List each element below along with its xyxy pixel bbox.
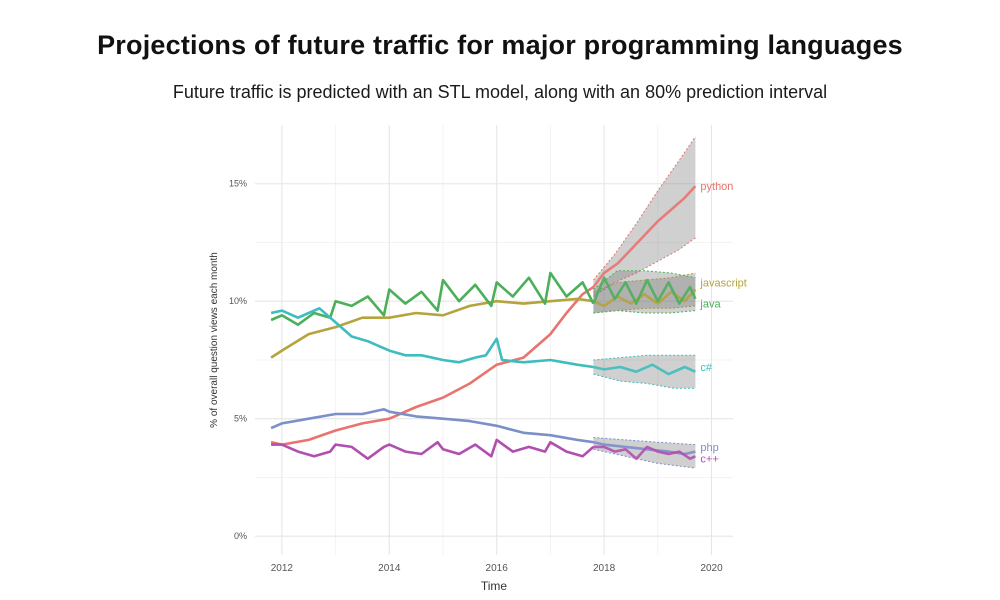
x-tick-label: 2020 [700,563,723,574]
forecast-line-c++ [593,445,696,461]
series-line-php [270,407,594,444]
x-axis-title: Time [481,579,508,593]
interval-band-c# [593,355,696,389]
y-axis-title: % of overall question views each month [209,252,220,428]
forecast-line-python [592,185,697,288]
interval-upper-php [593,437,696,446]
interval-upper-python [593,136,696,281]
series-label-python: python [700,181,733,193]
plot-panel [255,125,733,555]
line-chart: 0% 5% 10% 15% 2012 2014 2016 2018 2020 Time % of o… [209,125,747,593]
x-tick-label: 2012 [271,563,294,574]
y-tick-label: 0% [234,531,247,541]
series-label-java: java [699,299,721,311]
x-tick-label: 2016 [486,563,509,574]
series-label-c#: c# [700,362,713,374]
y-tick-label: 15% [229,179,247,189]
x-tick-label: 2018 [593,563,616,574]
series-label-javascript: javascript [699,277,746,289]
series-label-php: php [700,442,718,454]
chart-title: Projections of future traffic for major … [97,30,903,60]
forecast-line-javascript [592,288,697,308]
interval-upper-java [593,270,696,290]
y-tick-label: 5% [234,414,247,424]
forecast-line-java [592,276,697,305]
series-line-c++ [271,438,595,461]
interval-band-python [593,136,696,297]
y-tick-label: 10% [229,296,247,306]
series-line-python [270,286,595,446]
series-label-c++: c++ [700,454,718,466]
interval-upper-c# [593,354,696,361]
chart-subtitle: Future traffic is predicted with an STL … [172,82,828,102]
interval-lower-java [593,310,696,314]
series-line-c# [270,307,594,369]
interval-lower-c# [593,373,696,389]
forecast-line-c# [593,363,696,376]
interval-lower-python [593,237,696,297]
interval-lower-php [593,448,696,469]
interval-band-java [593,270,696,313]
x-tick-label: 2014 [378,563,401,574]
